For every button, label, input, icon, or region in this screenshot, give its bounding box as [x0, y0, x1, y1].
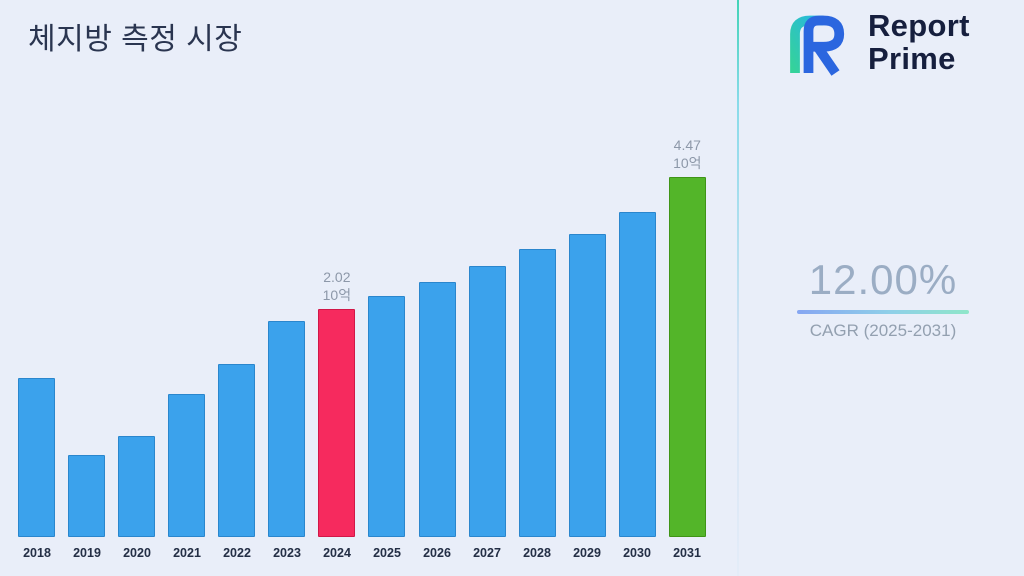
bar-2018	[18, 378, 55, 537]
bar-column-2031: 4.47 10억	[668, 137, 706, 537]
bar-2031	[668, 177, 706, 537]
bar-column-2022	[218, 364, 256, 537]
bar-value-2024: 2.02	[323, 269, 351, 285]
bar-column-2025	[368, 296, 406, 537]
report-prime-logo: Report Prime	[778, 10, 970, 76]
x-tick-2028: 2028	[523, 546, 551, 560]
bar-2030	[618, 212, 656, 537]
bar-column-2030	[618, 212, 656, 537]
bar-2025	[368, 296, 406, 537]
bar-column-2019	[68, 455, 106, 537]
logo-text: Report Prime	[868, 10, 970, 75]
bar-2024	[318, 309, 356, 537]
logo-text-line1: Report	[868, 8, 970, 44]
x-tick-2027: 2027	[473, 546, 501, 560]
cagr-underline	[797, 310, 969, 314]
bar-chart: 2.02 10억 4.47 10억 2018 2019 2020 2021 2022 2023 2…	[18, 135, 706, 560]
bar-2028	[518, 249, 556, 537]
bar-column-2018	[18, 378, 55, 537]
vertical-divider	[737, 0, 739, 576]
x-tick-2025: 2025	[373, 546, 401, 560]
bar-unit-2024: 10억	[322, 286, 352, 303]
bar-column-2020	[118, 436, 156, 537]
cagr-value: 12.00%	[808, 256, 958, 303]
bar-2022	[218, 364, 256, 537]
x-tick-2018: 2018	[23, 546, 51, 560]
bar-2029	[568, 234, 606, 537]
bar-column-2021	[168, 394, 206, 537]
bar-2026	[418, 282, 456, 537]
bar-column-2023	[268, 321, 306, 537]
bar-2020	[118, 436, 156, 537]
x-tick-2026: 2026	[423, 546, 451, 560]
x-tick-2023: 2023	[273, 546, 301, 560]
cagr-label: CAGR (2025-2031)	[809, 321, 957, 340]
x-tick-2022: 2022	[223, 546, 251, 560]
bar-column-2026	[418, 282, 456, 537]
page-title: 체지방 측정 시장	[28, 23, 243, 56]
cagr-block: 12.00% CAGR (2025-2031)	[768, 256, 998, 341]
x-tick-2019: 2019	[73, 546, 101, 560]
bar-2027	[468, 266, 506, 537]
bar-value-label-2024: 2.02 10억	[323, 269, 351, 304]
bar-column-2029	[568, 234, 606, 537]
bar-column-2027	[468, 266, 506, 537]
x-tick-2020: 2020	[123, 546, 151, 560]
logo-text-line2: Prime	[868, 41, 956, 76]
x-tick-2021: 2021	[173, 546, 201, 560]
bar-2021	[168, 394, 206, 537]
x-tick-2031: 2031	[673, 546, 701, 560]
bar-value-2031: 4.47	[673, 137, 701, 153]
bar-2019	[68, 455, 106, 537]
report-prime-logo-icon	[790, 15, 845, 76]
bar-2023	[268, 321, 306, 537]
bars: 2.02 10억 4.47 10억	[18, 135, 706, 537]
x-tick-2030: 2030	[623, 546, 651, 560]
x-axis: 2018 2019 2020 2021 2022 2023 2024 2025 2026 2027…	[18, 546, 706, 560]
x-tick-2024: 2024	[323, 546, 351, 560]
bar-unit-2031: 10억	[673, 154, 702, 171]
x-tick-2029: 2029	[573, 546, 601, 560]
bar-column-2028	[518, 249, 556, 537]
bar-value-label-2031: 4.47 10억	[673, 137, 701, 172]
bar-column-2024: 2.02 10억	[318, 269, 356, 537]
